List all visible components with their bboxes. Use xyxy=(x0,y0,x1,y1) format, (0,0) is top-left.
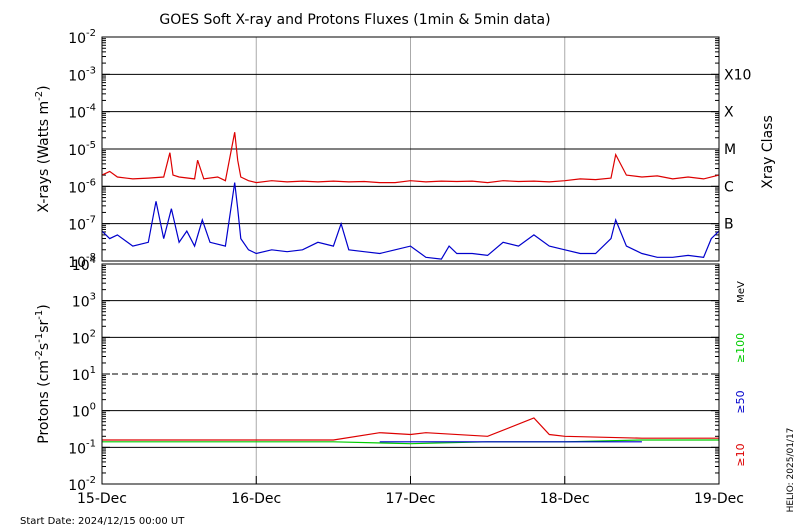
xray-y-tick-label: 10-4 xyxy=(68,103,96,122)
proton-ylabel-exp1: -2 xyxy=(34,350,45,360)
xray-class-label: B xyxy=(724,217,734,233)
proton-y-tick-exponent: 0 xyxy=(90,402,96,413)
xray-y-tick-label: 10-8 xyxy=(68,252,96,271)
xray-y-tick-exponent: -5 xyxy=(86,140,96,151)
proton-y-tick-exponent: 4 xyxy=(90,255,96,266)
xray-y-tick-base: 10 xyxy=(68,68,86,84)
xray-y-tick-exponent: -4 xyxy=(86,103,96,114)
xray-class-label: C xyxy=(724,179,734,195)
proton-y-tick-exponent: -1 xyxy=(86,438,96,449)
xray-y-tick-base: 10 xyxy=(68,31,86,47)
xray-y-tick-base: 10 xyxy=(68,143,86,159)
proton-series-group xyxy=(102,417,719,445)
xray-y-tick-base: 10 xyxy=(68,106,86,122)
xray-ylabel-end: ) xyxy=(36,85,52,90)
xray-y-tick-base: 10 xyxy=(68,218,86,234)
proton-y-tick-label: 101 xyxy=(72,365,96,384)
xray-series-0-line xyxy=(101,132,720,184)
x-tick-labels: 15-Dec 16-Dec 17-Dec 18-Dec 19-Dec xyxy=(77,476,744,507)
x-tick-label: 18-Dec xyxy=(540,491,590,507)
xray-gridlines xyxy=(102,37,719,262)
x-tick-label: 17-Dec xyxy=(386,491,436,507)
proton-y-tick-base: 10 xyxy=(72,368,90,384)
xray-y-tick-label: 10-2 xyxy=(68,28,96,47)
proton-y-tick-base: 10 xyxy=(72,405,90,421)
xray-y-tick-base: 10 xyxy=(68,180,86,196)
xray-y-tick-exponent: -3 xyxy=(86,65,96,76)
proton-y-tick-exponent: -2 xyxy=(86,475,96,486)
proton-y-tick-exponent: 3 xyxy=(90,292,96,303)
xray-y-tick-exponent: -8 xyxy=(86,252,96,263)
proton-y-tick-exponent: 1 xyxy=(90,365,96,376)
proton-ylabel-exp3: -1 xyxy=(34,310,45,320)
proton-y-tick-exponent: 2 xyxy=(90,328,96,339)
xray-y-tick-exponent: -7 xyxy=(86,215,96,226)
start-date-label: Start Date: 2024/12/15 00:00 UT xyxy=(20,516,185,527)
x-tick-label: 16-Dec xyxy=(231,491,281,507)
proton-y-tick-base: 10 xyxy=(72,331,90,347)
xray-plot-frame xyxy=(101,36,720,262)
xray-ylabel-exp: -2 xyxy=(34,91,45,101)
xray-class-label: X xyxy=(724,105,734,121)
proton-energy-label: ≥50 xyxy=(734,390,747,413)
proton-y-tick-label: 100 xyxy=(72,402,96,421)
proton-ylabel-s: s xyxy=(36,343,52,350)
chart-title: GOES Soft X-ray and Protons Fluxes (1min… xyxy=(159,12,550,28)
proton-gridlines xyxy=(102,264,719,485)
proton-y-tick-base: 10 xyxy=(68,441,86,457)
xray-series-1-line xyxy=(101,182,720,260)
xray-class-labels: B C M X X10 xyxy=(724,67,751,232)
x-tick-label: 15-Dec xyxy=(77,491,127,507)
xray-y-tick-label: 10-7 xyxy=(68,215,96,234)
proton-unit-label: MeV xyxy=(736,281,747,303)
proton-series-1-line xyxy=(102,439,719,445)
proton-y-tick-base: 10 xyxy=(72,258,90,274)
xray-y-tick-exponent: -2 xyxy=(86,28,96,39)
proton-ylabel-exp2: -1 xyxy=(34,333,45,343)
proton-series-0-line xyxy=(102,417,719,441)
xray-y-tick-labels: 10-810-710-610-510-410-310-2 xyxy=(68,28,96,271)
xray-y-tick-label: 10-5 xyxy=(68,140,96,159)
xray-class-label: M xyxy=(724,142,736,158)
xray-class-label: X10 xyxy=(724,67,751,83)
proton-energy-labels: ≥100 ≥50 ≥10 xyxy=(734,333,747,467)
xray-y-tick-base: 10 xyxy=(68,255,86,271)
xray-y-tick-label: 10-6 xyxy=(68,177,96,196)
proton-ylabel-base: Protons (cm xyxy=(36,360,52,444)
proton-y-axis-label: Protons (cm-2s-1sr-1) xyxy=(34,304,52,443)
proton-energy-label: ≥10 xyxy=(734,443,747,466)
xray-series-group xyxy=(101,132,720,260)
proton-energy-label: ≥100 xyxy=(734,333,747,363)
xray-class-axis-label: Xray Class xyxy=(760,115,776,189)
xray-y-tick-label: 10-3 xyxy=(68,65,96,84)
proton-y-tick-label: 10-1 xyxy=(68,438,96,457)
proton-y-tick-label: 102 xyxy=(72,328,96,347)
proton-y-tick-base: 10 xyxy=(68,478,86,494)
xray-y-axis-label: X-rays (Watts m-2) xyxy=(34,85,52,212)
x-tick-label: 19-Dec xyxy=(694,491,744,507)
proton-y-tick-label: 103 xyxy=(72,292,96,311)
xray-ylabel-base: X-rays (Watts m xyxy=(36,101,52,213)
proton-ylabel-sr: sr xyxy=(36,319,52,332)
credit-label: HELIO: 2025/01/17 xyxy=(786,428,796,513)
proton-y-tick-base: 10 xyxy=(72,295,90,311)
proton-ylabel-end: ) xyxy=(36,304,52,309)
proton-y-tick-label: 10-2 xyxy=(68,475,96,494)
xray-y-tick-exponent: -6 xyxy=(86,177,96,188)
proton-y-tick-label: 104 xyxy=(72,255,96,274)
